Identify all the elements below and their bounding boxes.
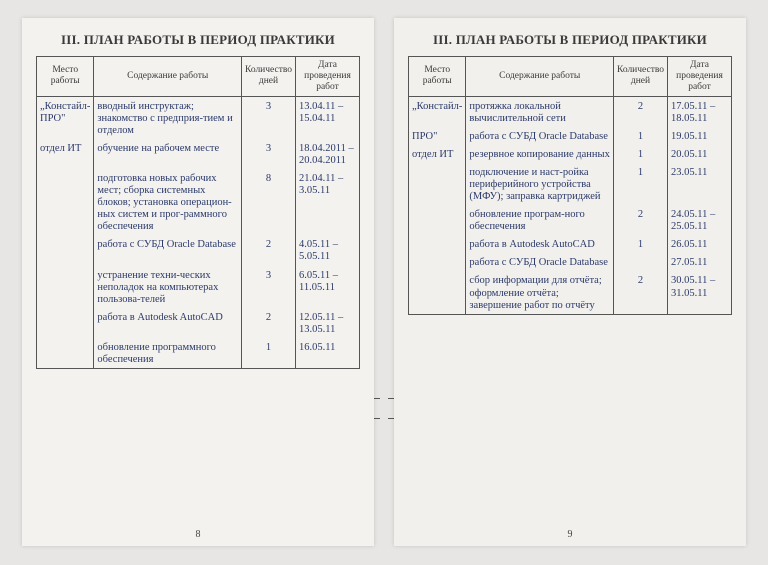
cell-content: обновление программного обеспечения [94,338,242,369]
cell-date: 12.05.11 – 13.05.11 [296,308,360,338]
cell-date: 6.05.11 – 11.05.11 [296,266,360,308]
table-row: отдел ИТобучение на рабочем месте318.04.… [37,139,360,169]
table-row: работа с СУБД Oracle Database 27.05.11 [409,253,732,271]
cell-content: протяжка локальной вычислительной сети [466,96,614,127]
table-row: подготовка новых рабочих мест; сборка си… [37,169,360,235]
cell-days: 2 [242,235,296,265]
cell-days: 3 [242,139,296,169]
cell-place [37,169,94,235]
cell-date: 30.05.11 – 31.05.11 [668,271,732,314]
table-row: обновление программного обеспечения116.0… [37,338,360,369]
table-row: работа с СУБД Oracle Database24.05.11 – … [37,235,360,265]
cell-content: сбор информации для отчёта; оформление о… [466,271,614,314]
cell-content: работа в Autodesk AutoCAD [94,308,242,338]
cell-days [614,253,668,271]
cell-place: отдел ИТ [37,139,94,169]
cell-days: 3 [242,96,296,139]
col-header-days: Количество дней [614,57,668,97]
cell-place [409,253,466,271]
cell-days: 3 [242,266,296,308]
table-row: „Констайл-протяжка локальной вычислитель… [409,96,732,127]
cell-date: 21.04.11 – 3.05.11 [296,169,360,235]
col-header-date: Дата проведения работ [296,57,360,97]
table-row: устранение техни-ческих неполадок на ком… [37,266,360,308]
binding-mark [388,398,394,399]
cell-place [409,163,466,205]
cell-days: 1 [614,163,668,205]
cell-date: 17.05.11 – 18.05.11 [668,96,732,127]
cell-date: 27.05.11 [668,253,732,271]
cell-days: 2 [242,308,296,338]
cell-content: подготовка новых рабочих мест; сборка си… [94,169,242,235]
cell-days: 2 [614,271,668,314]
col-header-place: Место работы [37,57,94,97]
cell-place [37,338,94,369]
cell-content: резервное копирование данных [466,145,614,163]
cell-content: работа в Autodesk AutoCAD [466,235,614,253]
cell-content: подключение и наст-ройка периферийного у… [466,163,614,205]
cell-date: 20.05.11 [668,145,732,163]
cell-date: 18.04.2011 – 20.04.2011 [296,139,360,169]
table-row: отдел ИТрезервное копирование данных120.… [409,145,732,163]
cell-date: 4.05.11 – 5.05.11 [296,235,360,265]
table-row: работа в Autodesk AutoCAD212.05.11 – 13.… [37,308,360,338]
cell-date: 13.04.11 – 15.04.11 [296,96,360,139]
cell-days: 1 [242,338,296,369]
col-header-place: Место работы [409,57,466,97]
cell-place [37,266,94,308]
cell-place [37,308,94,338]
cell-place [409,271,466,314]
page-title: III. ПЛАН РАБОТЫ В ПЕРИОД ПРАКТИКИ [36,32,360,48]
cell-content: обучение на рабочем месте [94,139,242,169]
left-page: III. ПЛАН РАБОТЫ В ПЕРИОД ПРАКТИКИ Место… [22,18,374,546]
cell-date: 26.05.11 [668,235,732,253]
table-row: подключение и наст-ройка периферийного у… [409,163,732,205]
cell-place [409,205,466,235]
cell-content: работа с СУБД Oracle Database [466,253,614,271]
cell-days: 1 [614,145,668,163]
table-row: ПРО"работа с СУБД Oracle Database119.05.… [409,127,732,145]
col-header-days: Количество дней [242,57,296,97]
cell-days: 2 [614,96,668,127]
col-header-content: Содержание работы [94,57,242,97]
right-page: III. ПЛАН РАБОТЫ В ПЕРИОД ПРАКТИКИ Место… [394,18,746,546]
cell-place [37,235,94,265]
table-body-left: „Констайл-ПРО"вводный инструктаж; знаком… [37,96,360,368]
cell-days: 1 [614,127,668,145]
page-number: 9 [394,529,746,540]
cell-content: работа с СУБД Oracle Database [466,127,614,145]
cell-content: устранение техни-ческих неполадок на ком… [94,266,242,308]
page-title: III. ПЛАН РАБОТЫ В ПЕРИОД ПРАКТИКИ [408,32,732,48]
cell-place: ПРО" [409,127,466,145]
table-body-right: „Констайл-протяжка локальной вычислитель… [409,96,732,314]
table-row: „Констайл-ПРО"вводный инструктаж; знаком… [37,96,360,139]
cell-date: 23.05.11 [668,163,732,205]
cell-days: 2 [614,205,668,235]
binding-mark [374,418,380,419]
table-row: сбор информации для отчёта; оформление о… [409,271,732,314]
cell-content: обновление програм-ного обеспечения [466,205,614,235]
cell-days: 8 [242,169,296,235]
cell-content: вводный инструктаж; знакомство с предпри… [94,96,242,139]
cell-place: „Констайл-ПРО" [37,96,94,139]
cell-place: „Констайл- [409,96,466,127]
cell-date: 19.05.11 [668,127,732,145]
cell-place [409,235,466,253]
binding-mark [388,418,394,419]
cell-days: 1 [614,235,668,253]
table-row: обновление програм-ного обеспечения224.0… [409,205,732,235]
binding-mark [374,398,380,399]
col-header-date: Дата проведения работ [668,57,732,97]
page-number: 8 [22,529,374,540]
cell-date: 24.05.11 – 25.05.11 [668,205,732,235]
plan-table-right: Место работы Содержание работы Количеств… [408,56,732,315]
cell-place: отдел ИТ [409,145,466,163]
col-header-content: Содержание работы [466,57,614,97]
cell-date: 16.05.11 [296,338,360,369]
table-row: работа в Autodesk AutoCAD126.05.11 [409,235,732,253]
plan-table-left: Место работы Содержание работы Количеств… [36,56,360,369]
cell-content: работа с СУБД Oracle Database [94,235,242,265]
